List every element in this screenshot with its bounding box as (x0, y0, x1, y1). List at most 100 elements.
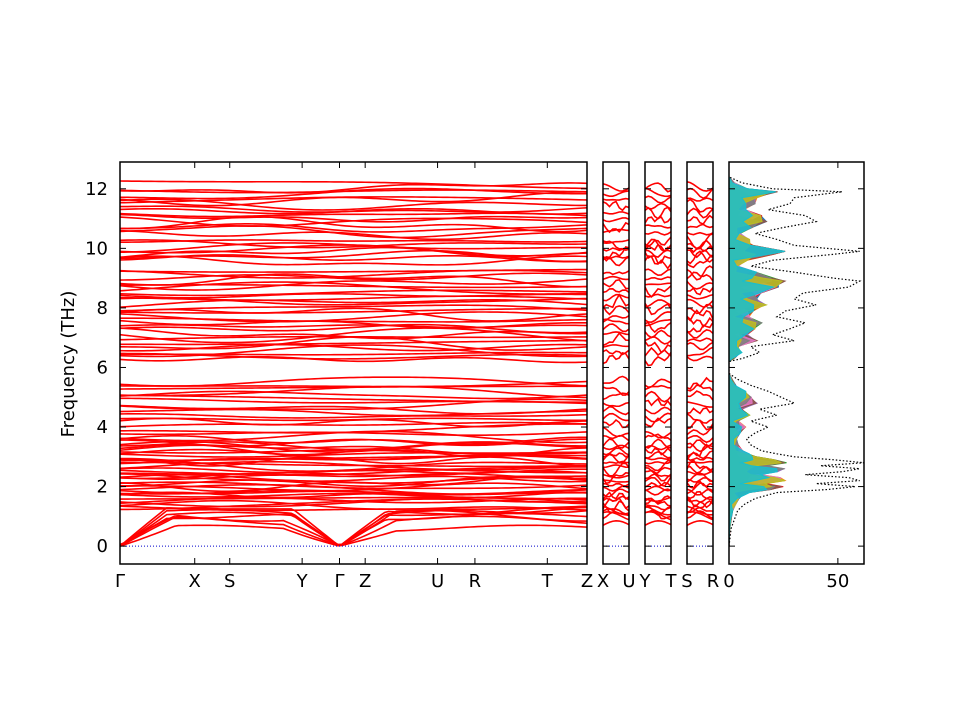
x-tick-label-T: T (541, 571, 554, 592)
band-panel-1 (120, 180, 587, 547)
band-line (120, 229, 587, 241)
band-line (687, 490, 713, 500)
band-line (603, 217, 629, 223)
band-panel-frame-4 (686, 161, 714, 565)
band-line (120, 435, 587, 446)
band-line (687, 309, 713, 322)
band-line (645, 276, 671, 281)
band-line (645, 238, 671, 253)
band-line (603, 438, 629, 449)
band-line (687, 250, 713, 265)
band-line (120, 499, 587, 511)
band-line (687, 271, 713, 282)
x-tick-label-S: S (681, 571, 692, 592)
band-line (603, 520, 629, 527)
band-line (687, 223, 713, 229)
band-line (603, 331, 629, 336)
band-line (603, 479, 629, 483)
band-line (120, 215, 587, 233)
band-line (645, 202, 671, 210)
band-line (120, 474, 587, 483)
band-line (120, 394, 587, 403)
band-panel-frame-3 (644, 161, 672, 565)
band-line (120, 272, 587, 281)
band-line (687, 376, 713, 390)
band-line (603, 482, 629, 487)
band-line (120, 390, 587, 400)
band-line (120, 461, 587, 468)
band-line (603, 314, 629, 323)
band-line (603, 293, 629, 302)
band-line (603, 221, 629, 234)
x-tick-label-R: R (469, 571, 482, 592)
band-panel-frame-2 (602, 161, 630, 565)
band-line (603, 462, 629, 477)
y-tick-label: 12 (85, 179, 108, 200)
band-line (603, 434, 629, 442)
band-line (687, 460, 713, 464)
band-line (645, 311, 671, 323)
band-line (120, 327, 587, 344)
band-line (120, 189, 587, 194)
band-line (603, 293, 629, 309)
band-line (645, 488, 671, 496)
band-line (120, 292, 587, 299)
band-line (687, 198, 713, 213)
band-line (645, 473, 671, 482)
band-line (603, 211, 629, 215)
band-line (603, 190, 629, 197)
band-line (687, 499, 713, 514)
band-line (687, 510, 713, 519)
band-line (603, 183, 629, 192)
band-line (687, 280, 713, 290)
band-line (603, 275, 629, 281)
y-tick-label: 4 (97, 417, 108, 438)
band-line (120, 482, 587, 492)
band-line (645, 351, 671, 367)
band-line (603, 288, 629, 294)
band-line (687, 255, 713, 269)
band-line (687, 231, 713, 236)
band-line (120, 413, 587, 419)
band-line (603, 351, 629, 365)
band-line (645, 182, 671, 193)
band-line (120, 268, 587, 273)
band-line (687, 520, 713, 527)
band-line (603, 349, 629, 356)
band-line (120, 423, 587, 434)
band-line (603, 392, 629, 401)
band-line (687, 337, 713, 343)
x-tick-label-R: R (707, 571, 720, 592)
band-line (645, 236, 671, 248)
band-line (120, 466, 587, 476)
band-line (687, 407, 713, 415)
dos-plot (729, 173, 864, 550)
band-line (603, 323, 629, 333)
band-line (120, 205, 587, 213)
band-line (645, 341, 671, 354)
band-line (645, 433, 671, 441)
x-tick-label-U: U (622, 571, 635, 592)
band-line (687, 497, 713, 504)
band-line (687, 412, 713, 424)
y-tick-label: 10 (85, 238, 108, 259)
band-line (603, 412, 629, 422)
band-line (120, 385, 587, 390)
y-axis-label: Frequency (THz) (58, 291, 79, 438)
band-line (687, 207, 713, 219)
band-line (120, 307, 587, 314)
band-line (687, 346, 713, 357)
band-line (645, 268, 671, 277)
band-line (645, 503, 671, 511)
band-line (120, 295, 587, 301)
band-line (603, 472, 629, 485)
band-line (687, 315, 713, 328)
band-line (120, 355, 587, 364)
x-tick-label-Γ: Γ (115, 571, 125, 592)
band-line (120, 242, 587, 254)
y-tick-label: 0 (97, 536, 108, 557)
band-line (645, 255, 671, 270)
band-line (120, 180, 587, 190)
band-line (645, 187, 671, 198)
